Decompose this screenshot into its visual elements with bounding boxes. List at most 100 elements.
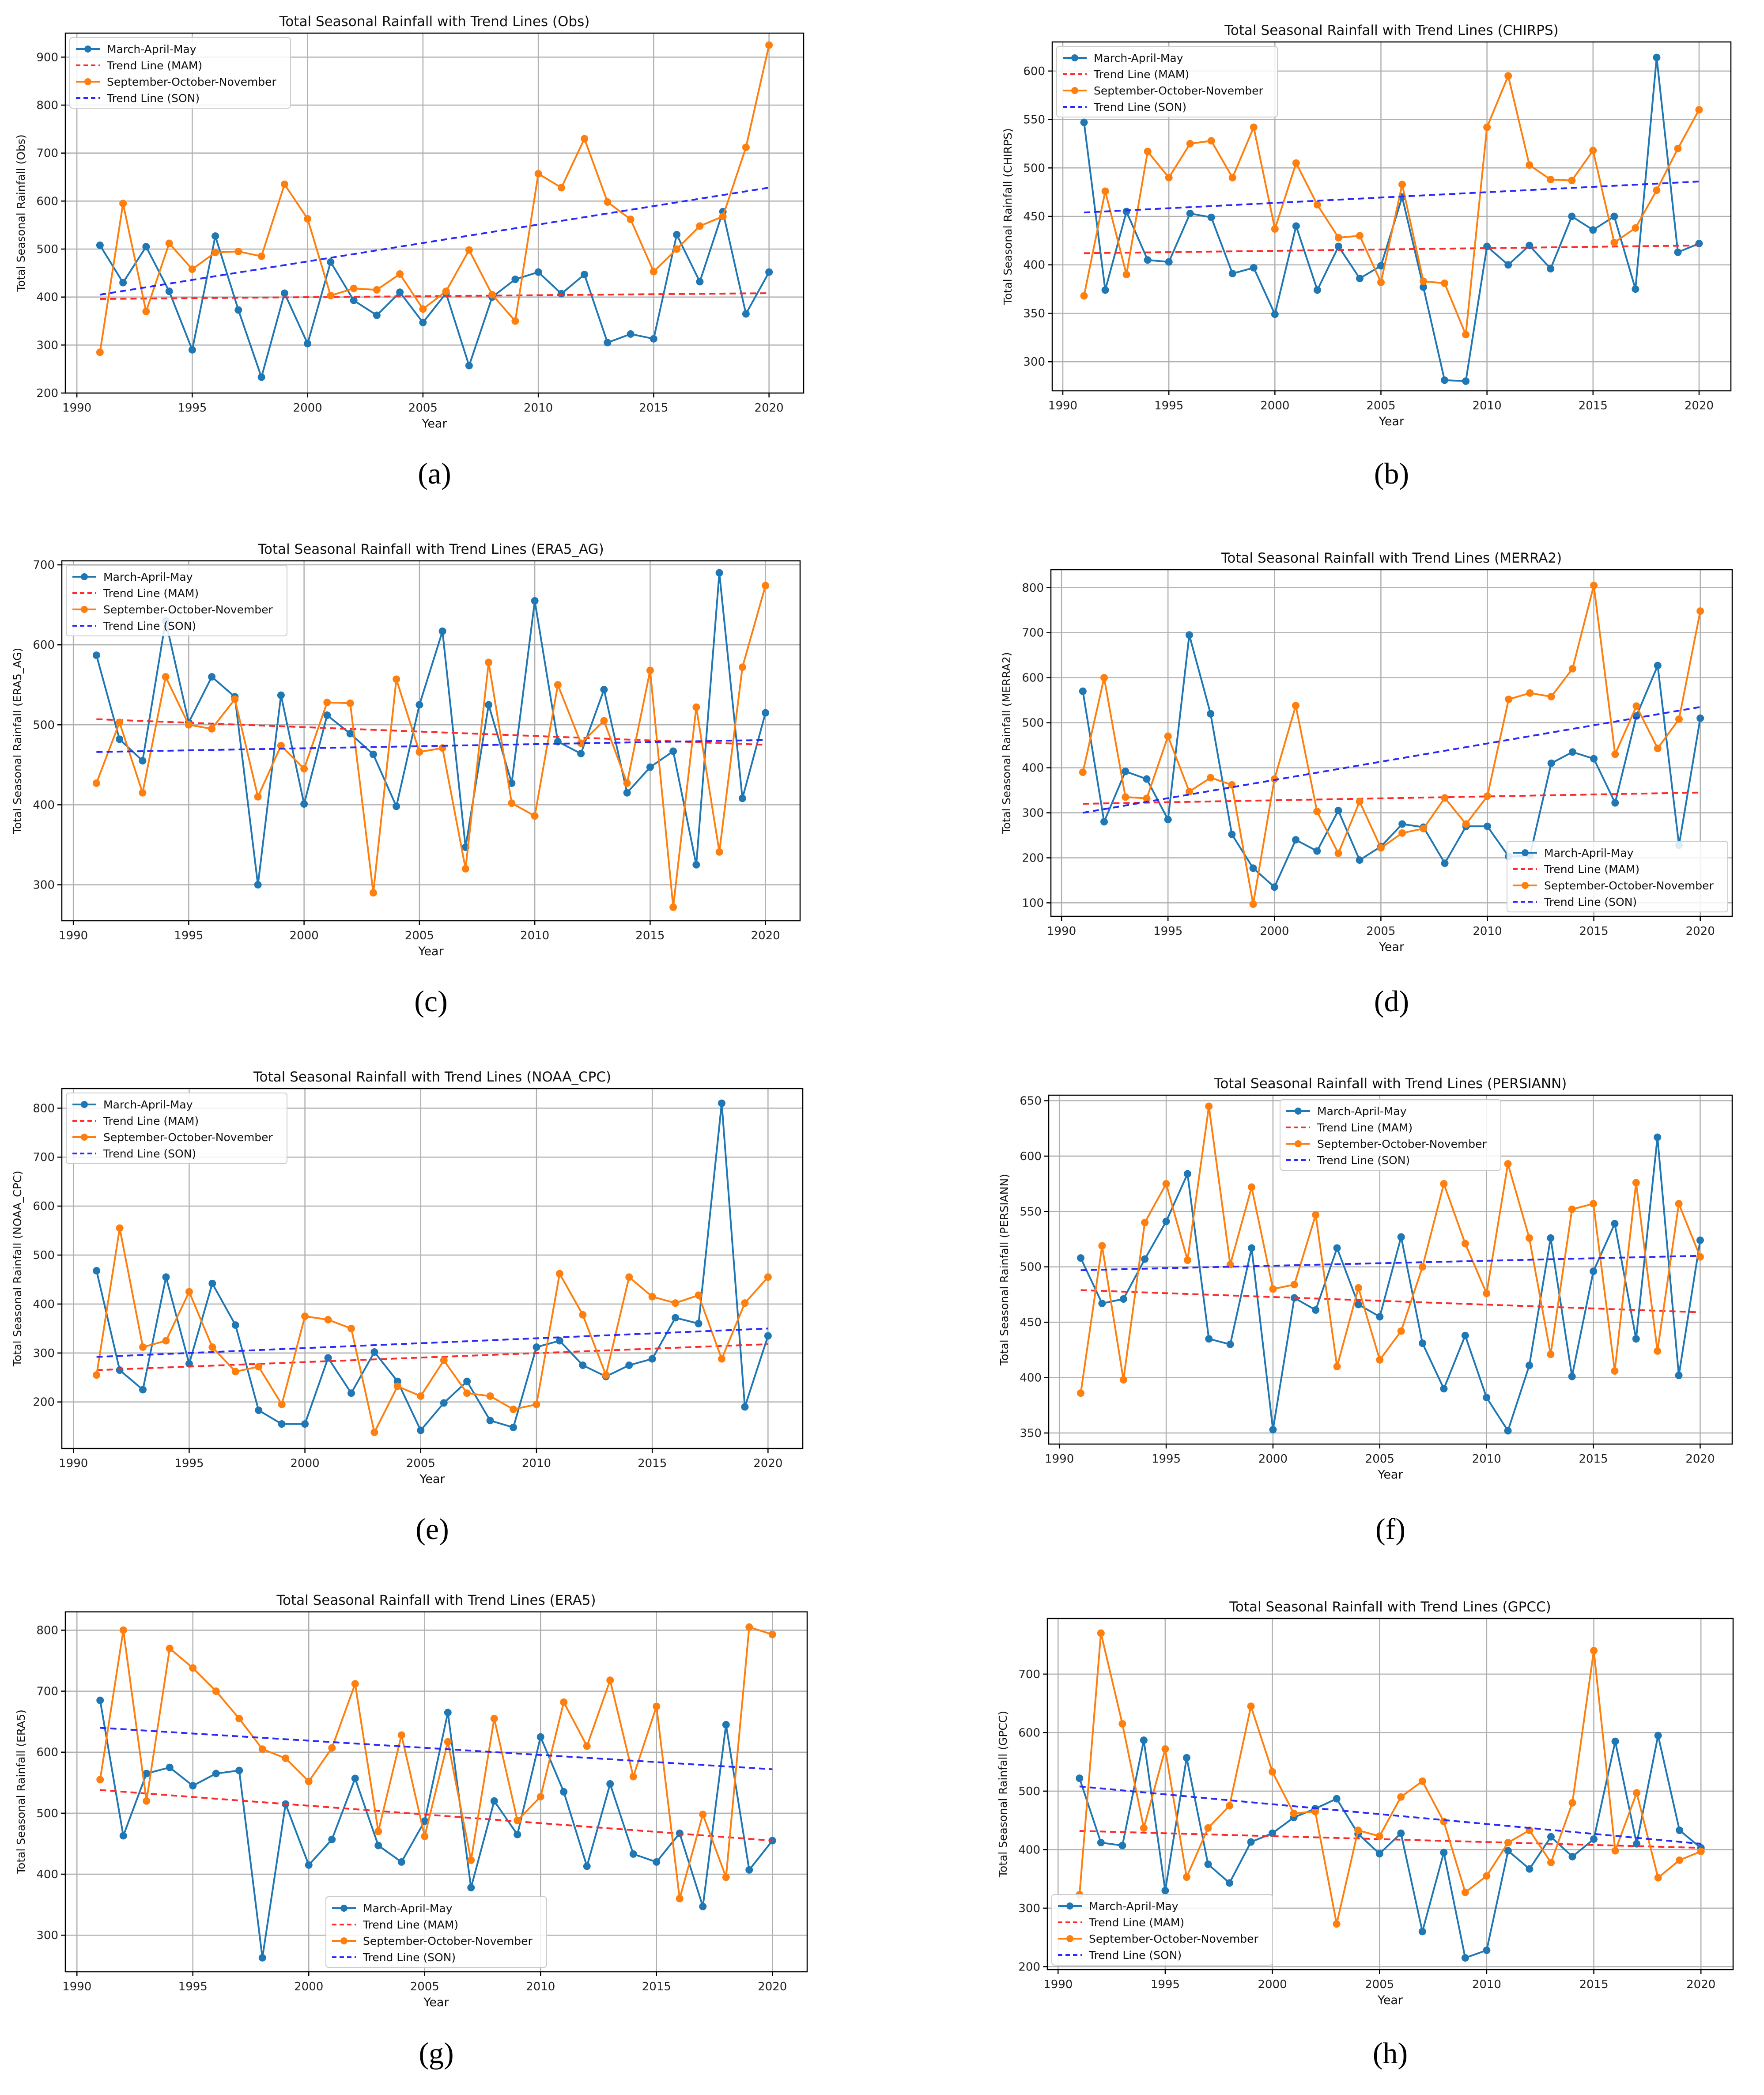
chart-panel-b: 1990 1995 2000 2005 2010 2015 2020 300 350 400 450… [1001,23,1732,428]
data-point-mam [1398,820,1406,828]
data-point-mam [1097,1838,1105,1846]
data-point-mam [1249,864,1257,872]
panel-label: (e) [416,1512,449,1546]
data-point-mam [1356,274,1364,282]
x-tick-label: 1995 [1151,1978,1180,1991]
data-point-mam [1504,1847,1512,1855]
data-point-mam [1696,1237,1704,1244]
legend-entry: September-October-November [103,1131,273,1144]
data-point-mam [1333,1795,1341,1803]
x-tick-label: 1990 [62,401,91,415]
data-point-son [467,1856,475,1864]
data-point-son [625,1273,633,1281]
x-tick-label: 2015 [1579,399,1608,412]
x-tick-label: 2020 [753,1457,782,1470]
data-point-mam [1161,1887,1169,1895]
chart-panel-a: 1990 1995 2000 2005 2010 2015 2020 200 300 400 500… [15,14,805,431]
panel-label: (a) [418,457,451,490]
data-point-mam [604,339,612,347]
data-point-son [1568,1205,1576,1213]
data-point-son [741,1299,749,1307]
x-tick-label: 2015 [1579,1452,1608,1466]
x-tick-label: 2005 [408,401,438,415]
y-tick-label: 600 [1023,65,1045,78]
data-point-son [1654,745,1662,753]
x-tick-label: 2000 [1260,925,1289,938]
data-point-son [1398,181,1406,189]
legend-entry: September-October-November [1317,1138,1487,1150]
data-point-son [514,1816,521,1824]
x-tick-label: 1990 [59,929,88,942]
data-point-son [600,717,608,725]
data-point-mam [328,1835,336,1843]
data-point-mam [672,1314,680,1322]
y-tick-label: 500 [36,243,58,256]
data-point-son [1144,147,1152,155]
data-point-son [1675,1200,1683,1208]
data-point-son [583,1742,591,1750]
data-point-mam [695,1320,703,1327]
y-axis-label: Total Seasonal Rainfall (ERA5) [15,1709,27,1875]
data-point-mam [374,1842,382,1849]
series-line-mam [1078,1735,1702,1959]
data-point-mam [162,1273,170,1281]
data-point-mam [1526,1865,1534,1873]
data-point-mam [1397,1233,1405,1241]
data-point-son [653,1702,661,1710]
data-point-son [534,170,542,178]
x-tick-label: 2010 [522,1457,551,1470]
series-line-son [1082,584,1701,905]
y-tick-label: 400 [1023,259,1045,272]
data-point-son [1333,1920,1341,1928]
data-point-mam [1676,1827,1684,1834]
chart-panel-e: 1990 1995 2000 2005 2010 2015 2020 200 300 400 500… [11,1069,804,1486]
data-point-son [282,1755,290,1762]
data-point-mam [212,1770,220,1777]
data-point-son [1354,1827,1362,1834]
data-point-son [255,1363,263,1371]
y-tick-label: 400 [1022,762,1044,775]
legend-entry: Trend Line (SON) [1093,101,1186,113]
data-point-mam [1101,286,1109,294]
x-tick-label: 1990 [1043,1978,1073,1991]
legend-marker [84,78,91,85]
data-point-mam [92,651,100,659]
data-point-son [579,1311,587,1319]
y-tick-label: 650 [1020,1095,1042,1108]
y-tick-label: 450 [1023,210,1045,223]
y-tick-label: 600 [1022,672,1044,685]
y-tick-label: 400 [1020,1372,1042,1385]
data-point-son [235,1715,243,1723]
data-point-son [629,1773,637,1781]
data-point-son [397,1731,405,1739]
data-point-mam [438,627,446,635]
y-tick-label: 300 [33,879,55,892]
y-tick-label: 500 [36,1807,58,1820]
data-point-son [557,184,565,192]
data-point-son [212,249,219,257]
x-tick-label: 2005 [1366,399,1395,412]
data-point-mam [557,290,565,298]
data-point-mam [165,287,173,295]
data-point-son [648,1293,656,1301]
legend: March-April-May Trend Line (MAM) September… [1280,1099,1501,1171]
data-point-son [1101,187,1109,195]
x-axis-label: Year [418,945,444,958]
data-point-son [1483,123,1491,131]
x-axis-label: Year [1377,1993,1403,2007]
y-axis-label: Total Seasonal Rainfall (MERRA2) [1000,652,1013,835]
y-tick-label: 700 [1018,1668,1040,1681]
legend-entry: September-October-November [1544,879,1714,892]
data-point-son [1590,1200,1598,1208]
legend-entry: Trend Line (MAM) [103,587,199,600]
legend-marker [1522,882,1529,889]
data-point-mam [722,1721,730,1729]
data-point-son [764,1273,772,1281]
y-tick-label: 400 [1018,1843,1040,1857]
data-point-son [536,1793,544,1801]
data-point-mam [1504,261,1512,269]
data-point-son [1547,176,1555,184]
trend-line-mam [1083,791,1700,805]
data-point-son [1483,1290,1491,1297]
data-point-mam [1269,1426,1277,1433]
